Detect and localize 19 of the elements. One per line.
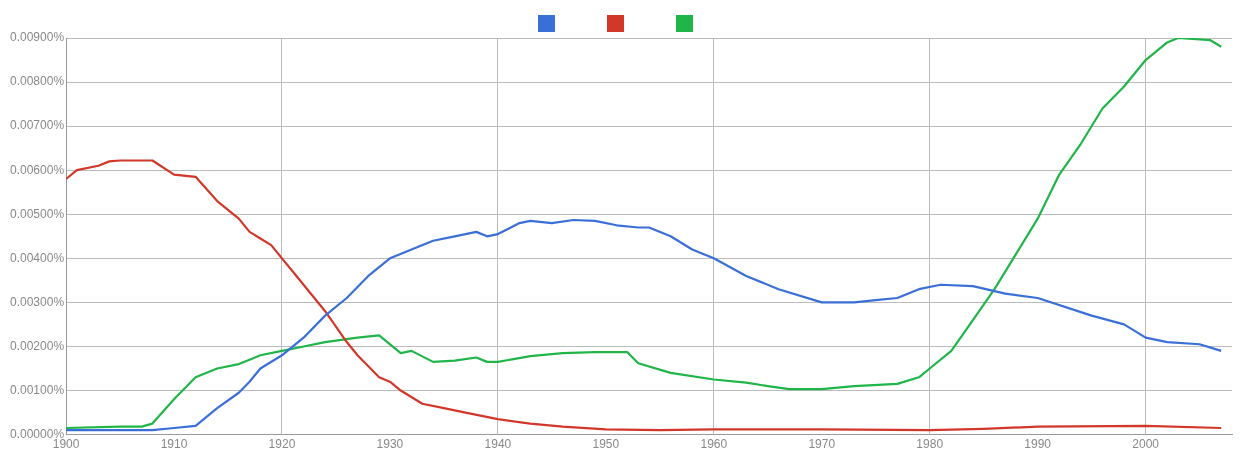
y-tick-label: 0.00600% xyxy=(10,162,65,177)
x-tick-label: 1960 xyxy=(700,437,728,452)
x-tick-label: 1980 xyxy=(916,437,944,452)
y-tick-label: 0.00200% xyxy=(10,338,65,353)
x-tick-label: 1940 xyxy=(484,437,512,452)
x-tick-label: 2000 xyxy=(1132,437,1160,452)
y-tick-label: 0.00800% xyxy=(10,74,65,89)
y-tick-label: 0.00700% xyxy=(10,118,65,133)
x-tick-label: 1910 xyxy=(160,437,188,452)
y-tick-label: 0.00500% xyxy=(10,206,65,221)
y-tick-label: 0.00100% xyxy=(10,382,65,397)
x-tick-label: 1990 xyxy=(1024,437,1052,452)
x-tick-label: 1950 xyxy=(592,437,620,452)
x-tick-label: 1970 xyxy=(808,437,836,452)
y-tick-label: 0.00300% xyxy=(10,294,65,309)
y-tick-label: 0.00900% xyxy=(10,30,65,45)
y-tick-label: 0.00400% xyxy=(10,250,65,265)
x-tick-label: 1920 xyxy=(268,437,296,452)
x-tick-label: 1930 xyxy=(376,437,404,452)
